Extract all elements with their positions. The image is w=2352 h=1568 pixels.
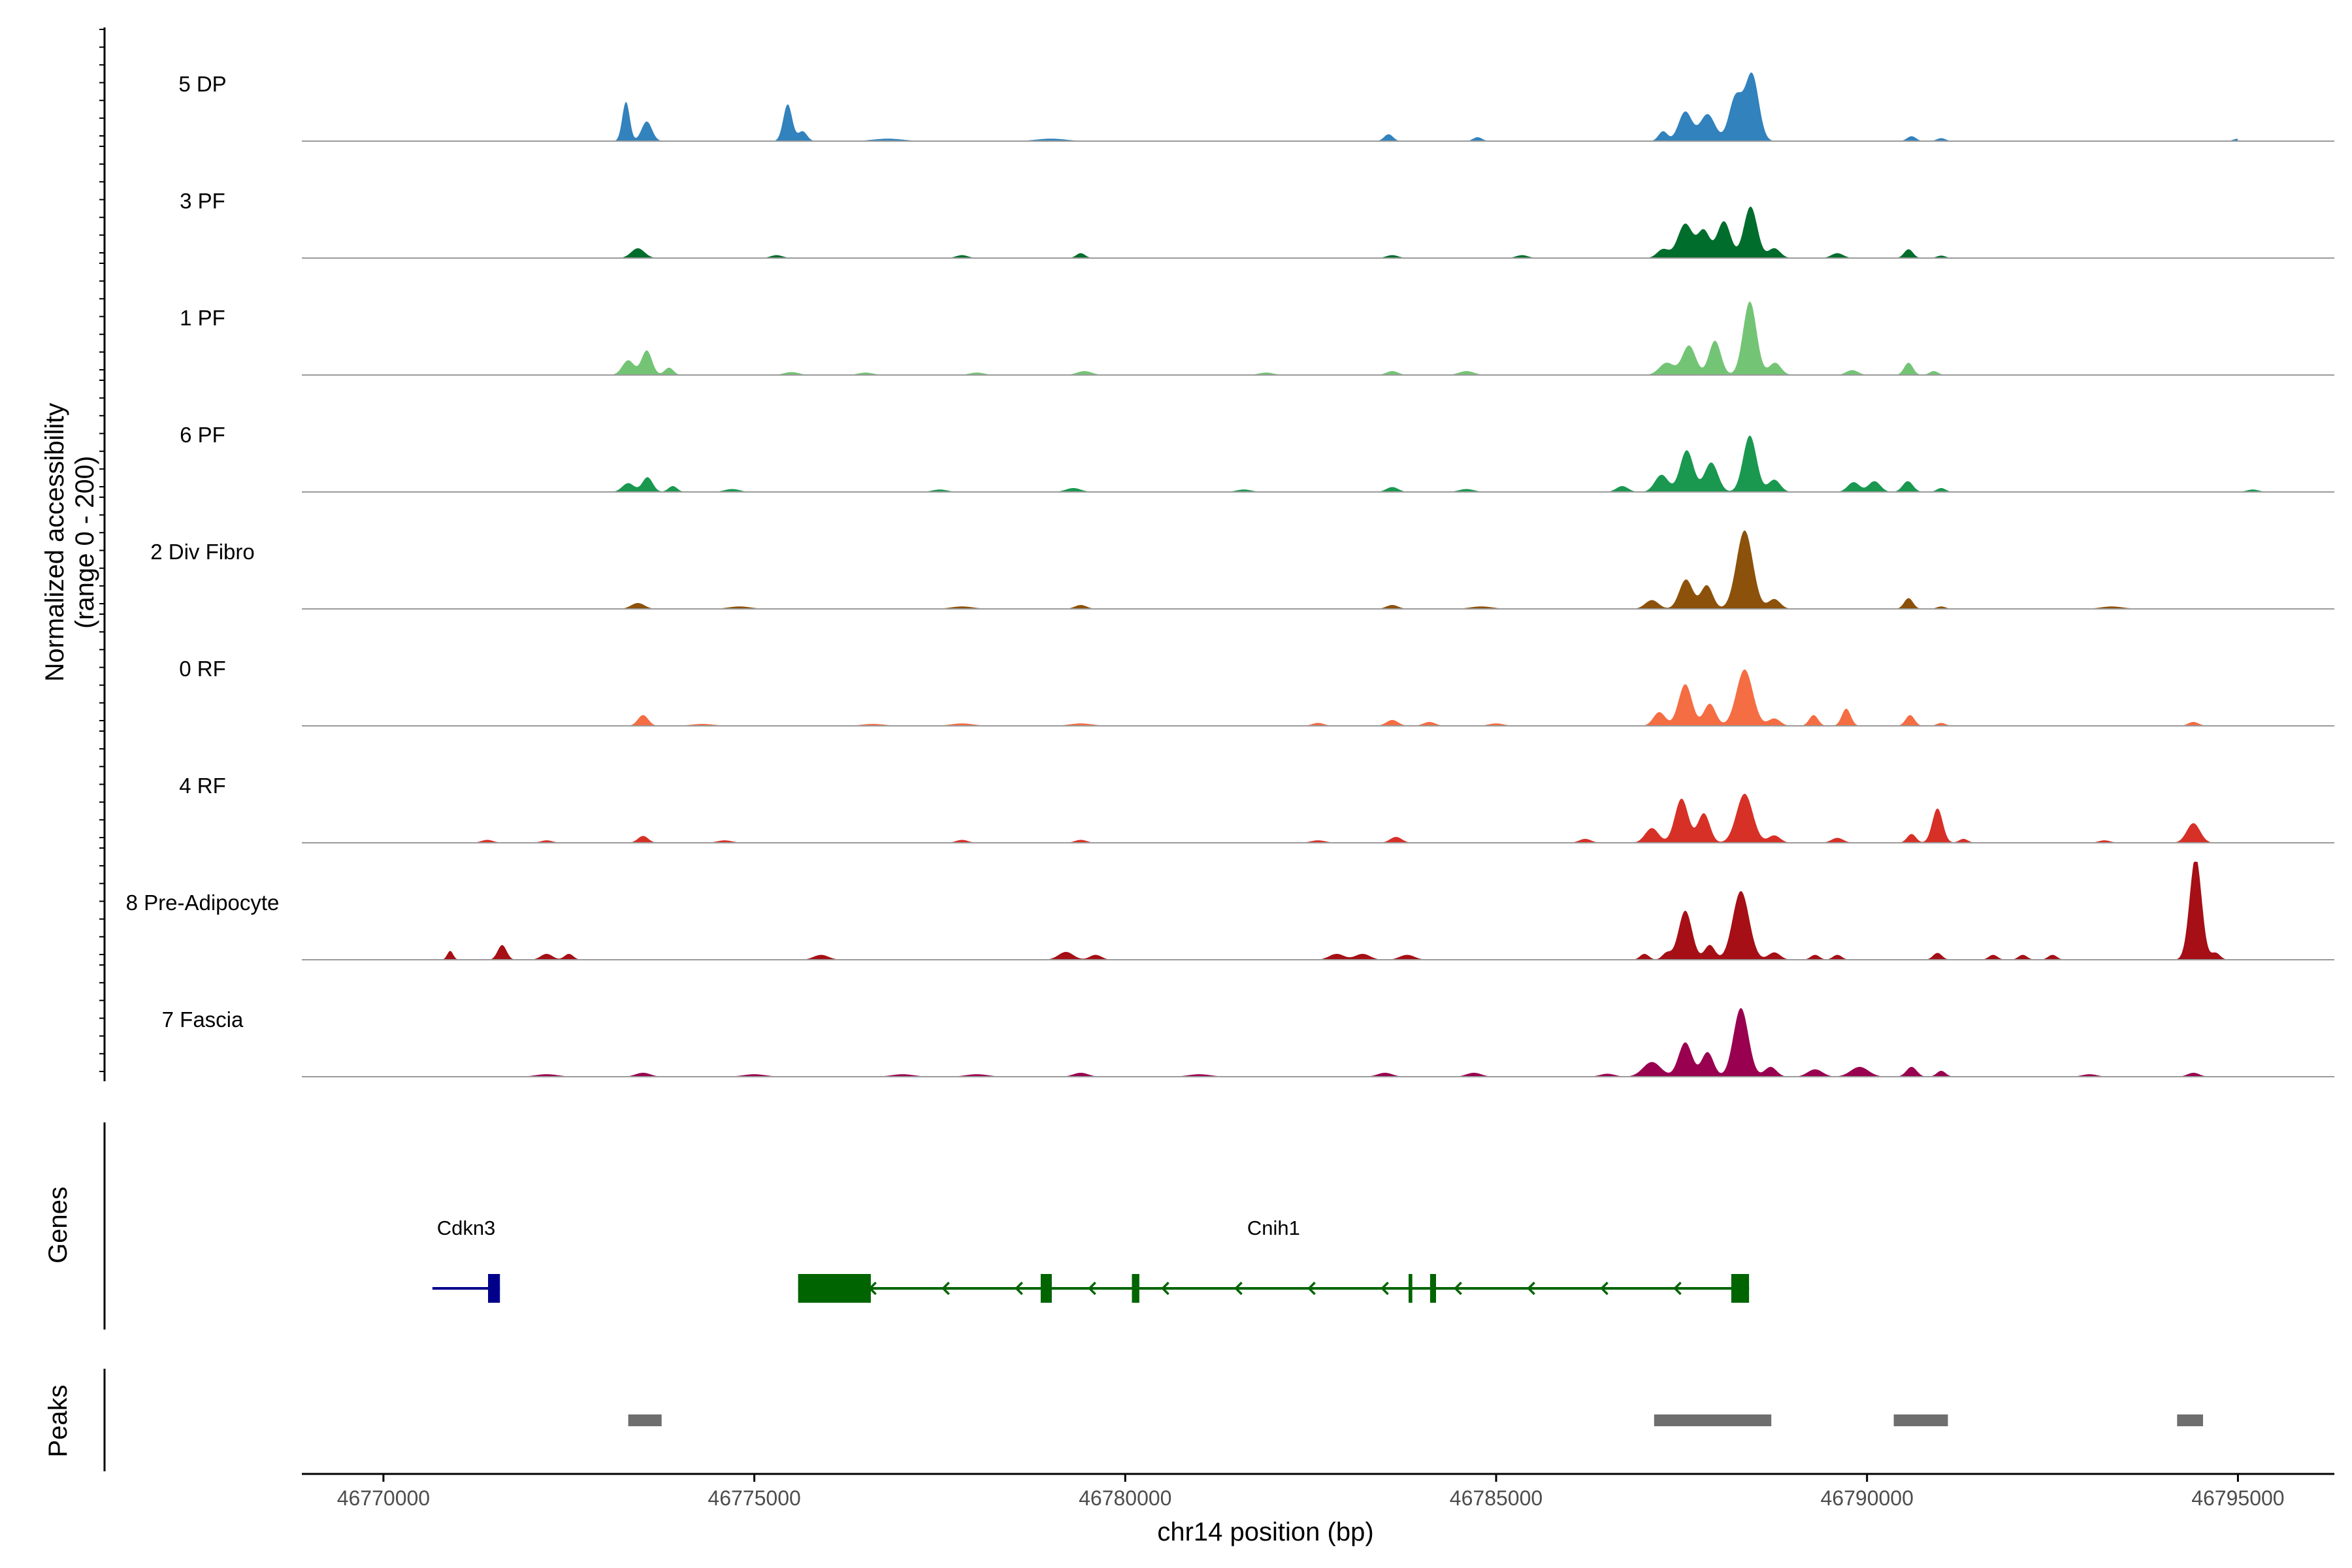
exon [1132,1274,1139,1303]
track-0-rf: 0 RF [179,657,2334,727]
coverage-tracks: 5 DP 3 PF 1 PF 6 PF 2 Div Fibro 0 RF 4 RF 8 Pre… [126,72,2334,1077]
coverage-y-axis [99,27,106,1081]
exon [1429,1274,1436,1303]
track-8-pre-adipocyte: 8 Pre-Adipocyte [126,862,2334,960]
exon [798,1274,871,1303]
strand-arrow [1380,1281,1389,1296]
track-label: 7 Fascia [162,1007,244,1032]
gene-cnih1: Cnih1 [798,1217,1750,1303]
track-4-rf: 4 RF [179,774,2334,843]
y-axis-title-line-1: Normalized accessibility [41,403,69,682]
exon [1409,1274,1413,1303]
strand-arrow [1454,1281,1462,1296]
gene-label: Cdkn3 [437,1217,496,1239]
x-tick-label: 46790000 [1821,1486,1914,1510]
strand-arrow [1307,1281,1316,1296]
coverage-area [591,73,2238,141]
x-tick-label: 46775000 [708,1486,800,1510]
coverage-area [502,301,2230,375]
track-2-div-fibro: 2 Div Fibro [150,531,2334,610]
track-label: 6 PF [180,423,225,447]
track-label: 5 DP [178,72,226,96]
gene-annotation-track: Cdkn3 Cnih1 [432,1217,1750,1303]
strand-arrow [941,1281,950,1296]
exon [1040,1274,1052,1303]
strand-arrow [1088,1281,1096,1296]
genes-track-label: Genes [44,1186,73,1264]
peaks-track-label: Peaks [44,1384,73,1457]
x-axis-title: chr14 position (bp) [1157,1518,1373,1546]
strand-arrow [1015,1281,1023,1296]
track-label: 3 PF [180,189,225,213]
track-label: 2 Div Fibro [150,540,255,564]
coverage-area [495,1008,2238,1077]
x-axis: 46770000 46775000 46780000 46785000 46790000… [302,1473,2334,1510]
coverage-area [517,531,2253,609]
peak-region [1654,1414,1772,1426]
track-7-fascia: 7 Fascia [162,1007,2334,1077]
track-label: 1 PF [180,306,225,330]
strand-arrow [1600,1281,1609,1296]
track-5-dp: 5 DP [178,72,2334,142]
track-label: 0 RF [179,657,226,681]
peak-region [1893,1414,1948,1426]
gene-cdkn3: Cdkn3 [432,1217,500,1303]
x-tick-label: 46770000 [337,1486,430,1510]
x-tick-label: 46780000 [1079,1486,1171,1510]
strand-arrow [1161,1281,1169,1296]
gene-label: Cnih1 [1247,1217,1300,1239]
track-1-pf: 1 PF [180,301,2334,376]
y-axis-title: Normalized accessibility (range 0 - 200) [41,403,99,682]
exon [1731,1274,1750,1303]
x-tick-label: 46785000 [1450,1486,1543,1510]
x-tick-label: 46795000 [2191,1486,2284,1510]
coverage-area [442,862,2276,960]
coverage-area [517,206,2238,258]
track-label: 8 Pre-Adipocyte [126,890,280,915]
strand-arrow [1527,1281,1535,1296]
strand-arrow [1234,1281,1243,1296]
coverage-area [472,794,2238,843]
track-3-pf: 3 PF [180,189,2334,259]
track-label: 4 RF [179,774,226,798]
peak-region [628,1414,662,1426]
track-6-pf: 6 PF [180,423,2334,493]
peak-region [2177,1414,2203,1426]
strand-arrow [1673,1281,1682,1296]
peak-regions-track [628,1414,2203,1426]
exon [488,1274,500,1303]
y-axis-title-line-2: (range 0 - 200) [71,456,99,629]
coverage-area [472,669,2223,726]
coverage-area [576,435,2320,492]
